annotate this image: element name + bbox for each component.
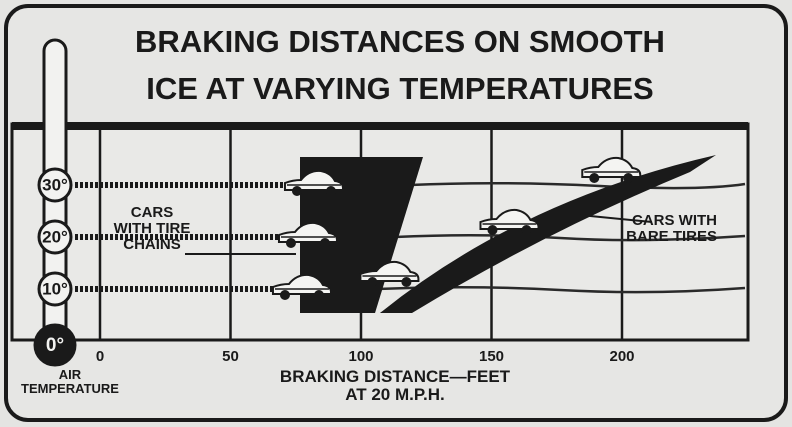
y-tick-label: 30° <box>42 175 68 194</box>
car-wheel <box>521 225 531 235</box>
y-axis-label: AIR TEMPERATURE <box>15 368 125 395</box>
chart-title: BRAKING DISTANCES ON SMOOTH <box>135 24 665 59</box>
car-wheel <box>326 186 336 196</box>
car-wheel <box>367 277 377 287</box>
car-wheel <box>292 186 302 196</box>
x-tick-label: 200 <box>609 348 634 365</box>
car-wheel <box>401 277 411 287</box>
car-wheel <box>320 238 330 248</box>
car-wheel <box>286 238 296 248</box>
legend-label: CARS WITH TIRE CHAINS <box>112 205 192 252</box>
car-wheel <box>280 290 290 300</box>
x-axis-label: BRAKING DISTANCE—FEET AT 20 M.P.H. <box>270 368 520 404</box>
car-wheel <box>314 290 324 300</box>
car-wheel <box>623 173 633 183</box>
chart-title: ICE AT VARYING TEMPERATURES <box>146 71 654 106</box>
y-tick-label: 20° <box>42 227 68 246</box>
legend-label: CARS WITH BARE TIRES <box>625 213 717 245</box>
x-tick-label: 150 <box>479 348 504 365</box>
top-band <box>12 122 748 130</box>
x-tick-label: 0 <box>96 348 104 365</box>
car-wheel <box>487 225 497 235</box>
page: BRAKING DISTANCES ON SMOOTH ICE AT VARYI… <box>0 0 792 427</box>
y-tick-label: 10° <box>42 279 68 298</box>
x-tick-label: 50 <box>222 348 239 365</box>
car-wheel <box>589 173 599 183</box>
x-tick-label: 100 <box>348 348 373 365</box>
y-tick-label: 0° <box>46 335 64 356</box>
